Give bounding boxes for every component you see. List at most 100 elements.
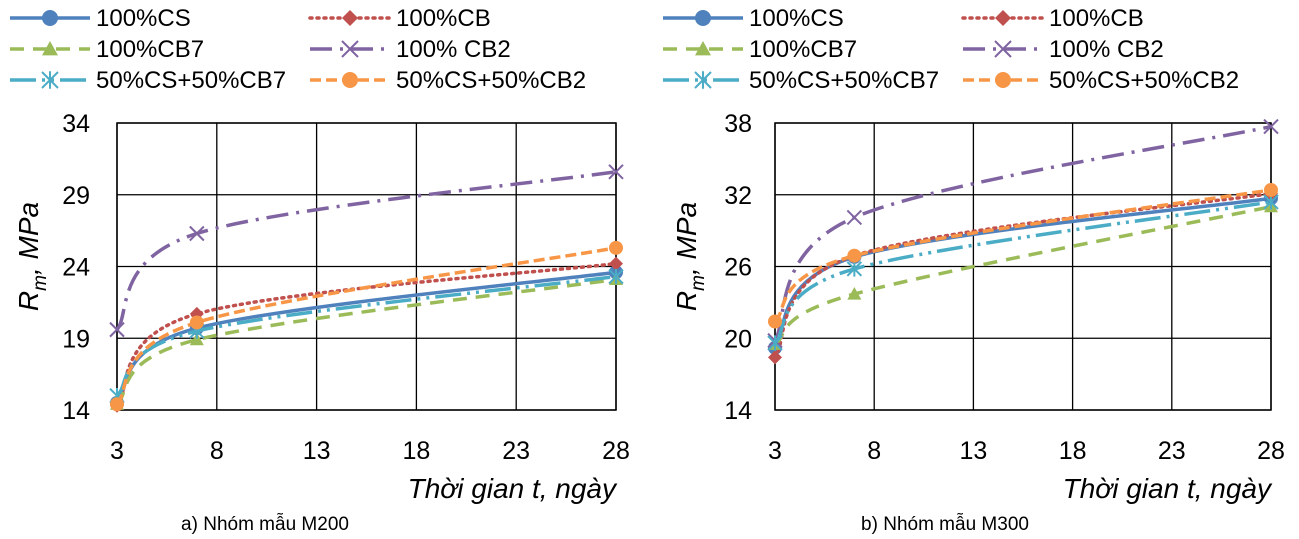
data-point-100-cb7-7	[847, 287, 862, 300]
legend-entry-50-cs-50-cb7: 50%CS+50%CB7	[663, 67, 939, 94]
x-axis-title: Thời gian t, ngày	[408, 473, 618, 504]
series-100-cb2	[109, 164, 624, 338]
y-tick-label-34: 34	[62, 110, 90, 138]
x-tick-label-13: 13	[303, 437, 331, 465]
legend-entry-100-cs: 100%CS	[10, 5, 191, 32]
data-point-100-cb-28	[609, 256, 623, 271]
data-point-50-cs-50-cb7-3	[767, 335, 783, 351]
legend-entry-100-cb2: 100% CB2	[310, 36, 511, 63]
legend-entry-100-cb7: 100%CB7	[10, 36, 204, 63]
legend-label: 100% CB2	[396, 36, 511, 63]
legend-swatch-marker	[341, 40, 359, 58]
series-line-100-cb2	[773, 124, 1272, 342]
series-line-50-cs-50-cb7	[773, 200, 1272, 345]
y-axis-title-main: R	[13, 291, 44, 311]
data-point-50-cs-50-cb2-7	[189, 315, 204, 330]
data-point-100-cb2-28	[1263, 118, 1279, 135]
data-point-50-cs-50-cb7-28	[608, 268, 624, 285]
x-tick-label-3: 3	[110, 437, 124, 465]
data-point-50-cs-50-cb2-7	[847, 248, 862, 263]
legend-entry-100-cb7: 100%CB7	[663, 36, 857, 63]
series-100-cb2	[767, 118, 1279, 349]
legend-entry-50-cs-50-cb7: 50%CS+50%CB7	[10, 67, 286, 94]
x-tick-label-28: 28	[1257, 437, 1285, 465]
x-tick-label-18: 18	[402, 437, 430, 465]
y-axis-title-sub: m	[30, 275, 51, 291]
series-line-50-cs-50-cb2	[115, 246, 617, 406]
data-point-100-cb-3	[768, 350, 782, 365]
series-50-cs-50-cb2	[768, 182, 1278, 329]
series-line-100-cs	[115, 270, 617, 405]
y-tick-label-14: 14	[62, 397, 90, 425]
y-tick-label-38: 38	[724, 110, 752, 138]
y-tick-label-14: 14	[724, 397, 752, 425]
legend-entry-100-cb: 100%CB	[961, 5, 1144, 32]
data-point-50-cs-50-cb2-28	[1264, 182, 1278, 197]
x-tick-label-13: 13	[959, 437, 987, 465]
plot-frame	[774, 122, 1272, 411]
y-tick-label-29: 29	[62, 182, 90, 210]
series-100-cb7	[110, 272, 623, 410]
data-point-100-cb2-3	[109, 321, 125, 338]
chart-caption: b) Nhóm mẫu M300	[861, 513, 1029, 535]
x-tick-label-18: 18	[1059, 437, 1087, 465]
y-axis-title-sub: m	[688, 275, 709, 291]
x-tick-label-28: 28	[602, 437, 630, 465]
legend-label: 50%CS+50%CB7	[749, 67, 939, 94]
y-tick-label-32: 32	[724, 182, 752, 210]
data-point-50-cs-50-cb7-7	[846, 261, 863, 277]
legend-entry-100-cs: 100%CS	[663, 5, 844, 32]
legend-label: 50%CS+50%CB2	[396, 67, 586, 94]
legend-swatch-marker	[995, 72, 1011, 88]
chart-1: 14 19 24 29 34 3 8 13 18 23 28 Rm, MPa Thời gian t, …	[10, 5, 630, 535]
legend-swatch-marker	[342, 10, 358, 26]
y-axis-title: Rm, MPa	[671, 202, 709, 311]
legend-swatch-marker	[41, 71, 59, 89]
legend-swatch-marker	[694, 71, 712, 89]
series-line-100-cb7	[773, 204, 1272, 346]
chart-caption: a) Nhóm mẫu M200	[181, 513, 349, 535]
gridlines	[116, 122, 617, 411]
series-50-cs-50-cb7	[767, 194, 1279, 351]
y-tick-label-24: 24	[62, 254, 90, 282]
y-axis-title-main: R	[671, 291, 702, 311]
legend-swatch-marker	[695, 41, 711, 56]
series-line-100-cb7	[115, 277, 617, 406]
series-line-100-cb	[773, 191, 1273, 360]
y-axis-title-unit: , MPa	[671, 202, 702, 275]
y-tick-label-20: 20	[724, 325, 752, 353]
legend-swatch-marker	[42, 41, 58, 56]
series-line-100-cb2	[115, 170, 617, 331]
data-point-50-cs-50-cb2-3	[110, 397, 124, 412]
data-point-50-cs-50-cb2-28	[609, 240, 623, 255]
series-line-50-cs-50-cb7	[115, 274, 617, 398]
legend-entry-100-cb: 100%CB	[308, 5, 491, 32]
legend-label: 50%CS+50%CB7	[96, 67, 286, 94]
data-point-100-cb2-7	[846, 209, 863, 226]
data-point-100-cb7-7	[189, 332, 204, 346]
legend-label: 100%CB7	[96, 36, 204, 63]
legend-swatch-marker	[342, 72, 358, 88]
legend-swatch-marker	[695, 10, 711, 26]
legend-label: 100%CS	[749, 5, 844, 32]
legend-label: 100%CB7	[749, 36, 857, 63]
data-point-100-cb2-7	[189, 225, 205, 242]
y-tick-label-19: 19	[62, 325, 90, 353]
legend-swatch-marker	[995, 10, 1011, 26]
y-axis-title-unit: , MPa	[13, 202, 44, 275]
x-tick-label-8: 8	[210, 437, 224, 465]
data-point-100-cb2-28	[608, 164, 624, 180]
series-50-cs-50-cb2	[110, 240, 623, 412]
series-line-50-cs-50-cb2	[773, 188, 1272, 323]
data-point-50-cs-50-cb2-3	[768, 314, 782, 329]
legend-entry-100-cb2: 100% CB2	[963, 36, 1164, 63]
y-tick-label-26: 26	[724, 254, 752, 282]
legend-label: 100%CB	[1049, 5, 1144, 32]
legend-entry-50-cs-50-cb2: 50%CS+50%CB2	[310, 67, 586, 94]
x-tick-label-23: 23	[1158, 437, 1186, 465]
x-axis-title: Thời gian t, ngày	[1063, 473, 1273, 504]
legend-swatch-marker	[994, 40, 1012, 58]
legend-label: 100% CB2	[1049, 36, 1164, 63]
